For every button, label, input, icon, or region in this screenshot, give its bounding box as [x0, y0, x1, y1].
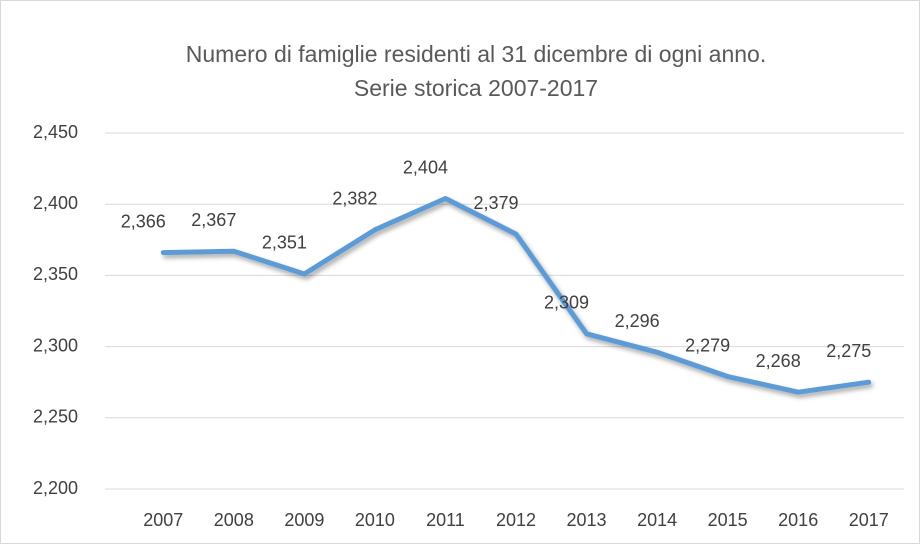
data-label: 2,404	[403, 157, 448, 177]
data-label: 2,382	[332, 189, 377, 209]
x-tick-label: 2012	[496, 510, 536, 530]
x-tick-label: 2015	[708, 510, 748, 530]
x-tick-label: 2014	[637, 510, 677, 530]
data-label: 2,367	[191, 210, 236, 230]
y-tick-label: 2,350	[33, 264, 78, 284]
y-tick-label: 2,300	[33, 335, 78, 355]
data-label: 2,279	[685, 335, 730, 355]
data-label: 2,351	[262, 233, 307, 253]
x-tick-label: 2010	[355, 510, 395, 530]
data-line	[160, 196, 872, 395]
y-tick-label: 2,450	[33, 122, 78, 142]
chart-title: Serie storica 2007-2017	[354, 75, 598, 101]
y-tick-label: 2,200	[33, 478, 78, 498]
data-label: 2,366	[121, 211, 166, 231]
x-tick-label: 2011	[426, 510, 465, 530]
y-tick-label: 2,400	[33, 193, 78, 213]
x-tick-label: 2017	[849, 510, 889, 530]
x-tick-label: 2008	[214, 510, 254, 530]
data-label: 2,309	[544, 293, 589, 313]
data-label: 2,296	[615, 311, 660, 331]
x-tick-label: 2009	[284, 510, 324, 530]
chart-title: Numero di famiglie residenti al 31 dicem…	[186, 41, 766, 67]
data-label: 2,275	[826, 341, 871, 361]
x-tick-label: 2013	[567, 510, 607, 530]
data-label: 2,268	[756, 351, 801, 371]
y-tick-label: 2,250	[33, 407, 78, 427]
x-tick-label: 2007	[143, 510, 183, 530]
x-tick-label: 2016	[778, 510, 818, 530]
data-label: 2,379	[473, 193, 518, 213]
